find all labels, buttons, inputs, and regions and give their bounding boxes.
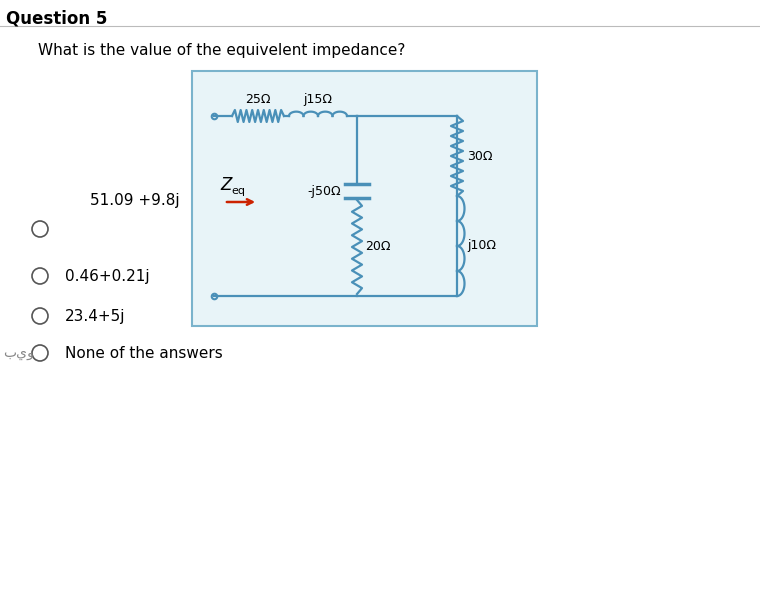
Text: 25Ω: 25Ω — [245, 93, 271, 106]
Text: j15Ω: j15Ω — [303, 93, 333, 106]
Text: 51.09 +9.8j: 51.09 +9.8j — [90, 194, 179, 209]
Text: j10Ω: j10Ω — [467, 240, 496, 252]
Text: Question 5: Question 5 — [6, 9, 107, 27]
Text: 20Ω: 20Ω — [365, 240, 391, 254]
FancyBboxPatch shape — [192, 71, 537, 326]
Text: eq: eq — [231, 186, 245, 196]
Text: None of the answers: None of the answers — [65, 346, 223, 361]
Text: What is the value of the equivelent impedance?: What is the value of the equivelent impe… — [38, 43, 405, 58]
Text: بيو: بيو — [3, 346, 33, 360]
Text: 0.46+0.21j: 0.46+0.21j — [65, 269, 150, 284]
Text: 30Ω: 30Ω — [467, 150, 492, 162]
Text: 23.4+5j: 23.4+5j — [65, 308, 125, 323]
Text: -j50Ω: -j50Ω — [307, 185, 341, 198]
Text: Z: Z — [220, 176, 231, 194]
